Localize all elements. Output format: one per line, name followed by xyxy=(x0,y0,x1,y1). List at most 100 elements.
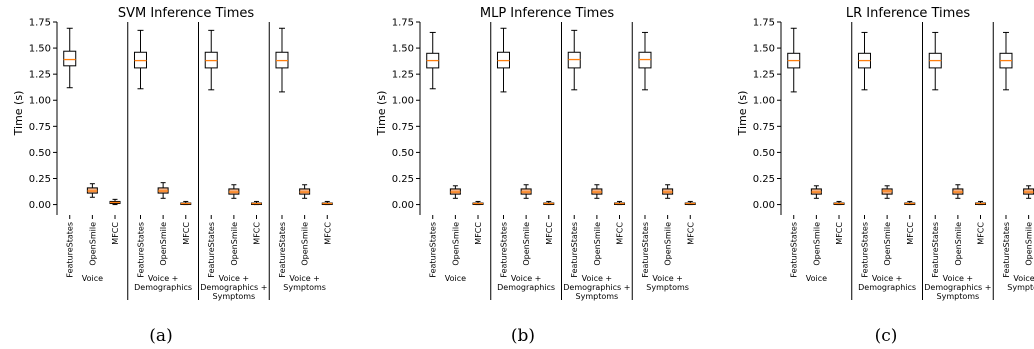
y-tick-label: 0.00 xyxy=(29,200,51,211)
group-label-line: Voice + xyxy=(219,274,250,283)
group-label: Voice xyxy=(82,274,103,283)
group-label: Voice + Demographics xyxy=(858,274,916,292)
group-label-line: Demographics + xyxy=(924,283,991,292)
x-tick-label: FeatureStates xyxy=(136,222,145,278)
x-tick-label: OpenSmile xyxy=(664,222,673,266)
group-label: Voice xyxy=(806,274,827,283)
x-tick-label: MFCC xyxy=(977,222,986,245)
group-label: Voice +Symptoms xyxy=(283,274,326,292)
x-tick-label: MFCC xyxy=(835,222,844,245)
x-tick-label: OpenSmile xyxy=(301,222,310,266)
group-label-line: Voice xyxy=(445,274,466,283)
group-label: Voice + Demographics + Symptoms xyxy=(924,274,991,301)
y-tick-label: 0.50 xyxy=(29,148,51,159)
group-label-line: Symptoms xyxy=(1007,283,1034,292)
group-label-line: Demographics xyxy=(134,283,192,292)
x-tick-label: MFCC xyxy=(182,222,191,245)
group-label-line: Voice + xyxy=(511,274,542,283)
caption-c: (c) xyxy=(875,326,898,346)
chart-title: SVM Inference Times xyxy=(118,6,255,21)
group-label-line: Demographics xyxy=(858,283,916,292)
y-tick-label: 0.00 xyxy=(753,200,775,211)
y-tick-label: 1.50 xyxy=(392,44,414,55)
group-label: Voice + Demographics + Symptoms xyxy=(563,274,630,301)
group-label-line: Symptoms xyxy=(937,292,980,301)
chart-panel-mlp: MLP Inference Times Time (s) 0.00 0.25 0.5… xyxy=(375,6,696,301)
y-tick-label: 1.75 xyxy=(392,18,414,29)
group-label-line: Voice + xyxy=(582,274,613,283)
x-tick-label: FeatureStates xyxy=(66,222,75,278)
group-label-line: Voice + xyxy=(872,274,903,283)
y-tick-label: 1.50 xyxy=(753,44,775,55)
x-tick-label: MFCC xyxy=(906,222,915,245)
chart-title: LR Inference Times xyxy=(846,6,970,21)
x-tick-label: MFCC xyxy=(111,222,120,245)
group-label-line: Voice + xyxy=(652,274,683,283)
group-label: Voice + Demographics xyxy=(134,274,192,292)
x-tick-label: OpenSmile xyxy=(230,222,239,266)
x-tick-label: FeatureStates xyxy=(641,222,650,278)
y-tick-label: 1.00 xyxy=(392,96,414,107)
y-axis-label: Time (s) xyxy=(12,91,25,137)
x-tick-label: MFCC xyxy=(616,222,625,245)
y-tick-label: 1.75 xyxy=(753,18,775,29)
group-label-line: Voice xyxy=(82,274,103,283)
x-tick-label: FeatureStates xyxy=(207,222,216,278)
x-tick-label: OpenSmile xyxy=(812,222,821,266)
caption-a: (a) xyxy=(149,326,172,346)
y-tick-label: 0.75 xyxy=(392,122,414,133)
x-tick-label: FeatureStates xyxy=(860,222,869,278)
group-label-line: Symptoms xyxy=(283,283,326,292)
x-tick-label: FeatureStates xyxy=(499,222,508,278)
x-tick-label: FeatureStates xyxy=(570,222,579,278)
x-tick-label: FeatureStates xyxy=(278,222,287,278)
x-tick-label: MFCC xyxy=(686,222,695,245)
x-tick-label: FeatureStates xyxy=(790,222,799,278)
x-tick-label: OpenSmile xyxy=(593,222,602,266)
x-tick-label: OpenSmile xyxy=(451,222,460,266)
group-label: Voice xyxy=(445,274,466,283)
group-label-line: Symptoms xyxy=(576,292,619,301)
group-label-line: Voice + xyxy=(943,274,974,283)
y-tick-label: 0.50 xyxy=(392,148,414,159)
group-label: Voice + Demographics xyxy=(497,274,555,292)
group-label-line: Demographics + xyxy=(200,283,267,292)
y-axis-label: Time (s) xyxy=(736,91,749,137)
group-label-line: Demographics + xyxy=(563,283,630,292)
y-tick-label: 0.75 xyxy=(753,122,775,133)
x-tick-label: MFCC xyxy=(323,222,332,245)
x-tick-label: OpenSmile xyxy=(954,222,963,266)
x-tick-label: MFCC xyxy=(545,222,554,245)
group-label-line: Voice + xyxy=(289,274,320,283)
group-label-line: Demographics xyxy=(497,283,555,292)
y-tick-label: 1.00 xyxy=(753,96,775,107)
x-tick-label: OpenSmile xyxy=(522,222,531,266)
y-tick-label: 1.25 xyxy=(29,70,51,81)
y-tick-label: 0.75 xyxy=(29,122,51,133)
group-label-line: Voice xyxy=(806,274,827,283)
y-tick-label: 0.50 xyxy=(753,148,775,159)
y-tick-label: 1.25 xyxy=(753,70,775,81)
y-tick-label: 1.50 xyxy=(29,44,51,55)
x-tick-label: MFCC xyxy=(474,222,483,245)
x-tick-label: OpenSmile xyxy=(159,222,168,266)
y-tick-label: 1.75 xyxy=(29,18,51,29)
group-label-line: Voice + xyxy=(1013,274,1034,283)
group-label: Voice + Demographics + Symptoms xyxy=(200,274,267,301)
chart-panel-lr: LR Inference Times Time (s) 0.00 0.25 0.50… xyxy=(736,6,1034,301)
x-tick-label: OpenSmile xyxy=(1025,222,1034,266)
group-label-line: Symptoms xyxy=(646,283,689,292)
y-tick-label: 0.25 xyxy=(392,174,414,185)
x-tick-label: FeatureStates xyxy=(1002,222,1011,278)
group-label: Voice +Symptoms xyxy=(1007,274,1034,292)
x-tick-label: OpenSmile xyxy=(88,222,97,266)
chart-panel-svm: SVM Inference Times Time (s) 0.00 0.25 0.5… xyxy=(12,6,333,301)
caption-b: (b) xyxy=(511,326,535,346)
group-label: Voice +Symptoms xyxy=(646,274,689,292)
y-tick-label: 1.25 xyxy=(392,70,414,81)
x-tick-label: FeatureStates xyxy=(429,222,438,278)
group-label-line: Symptoms xyxy=(213,292,256,301)
y-axis-label: Time (s) xyxy=(375,91,388,137)
y-tick-label: 1.00 xyxy=(29,96,51,107)
x-tick-label: FeatureStates xyxy=(931,222,940,278)
